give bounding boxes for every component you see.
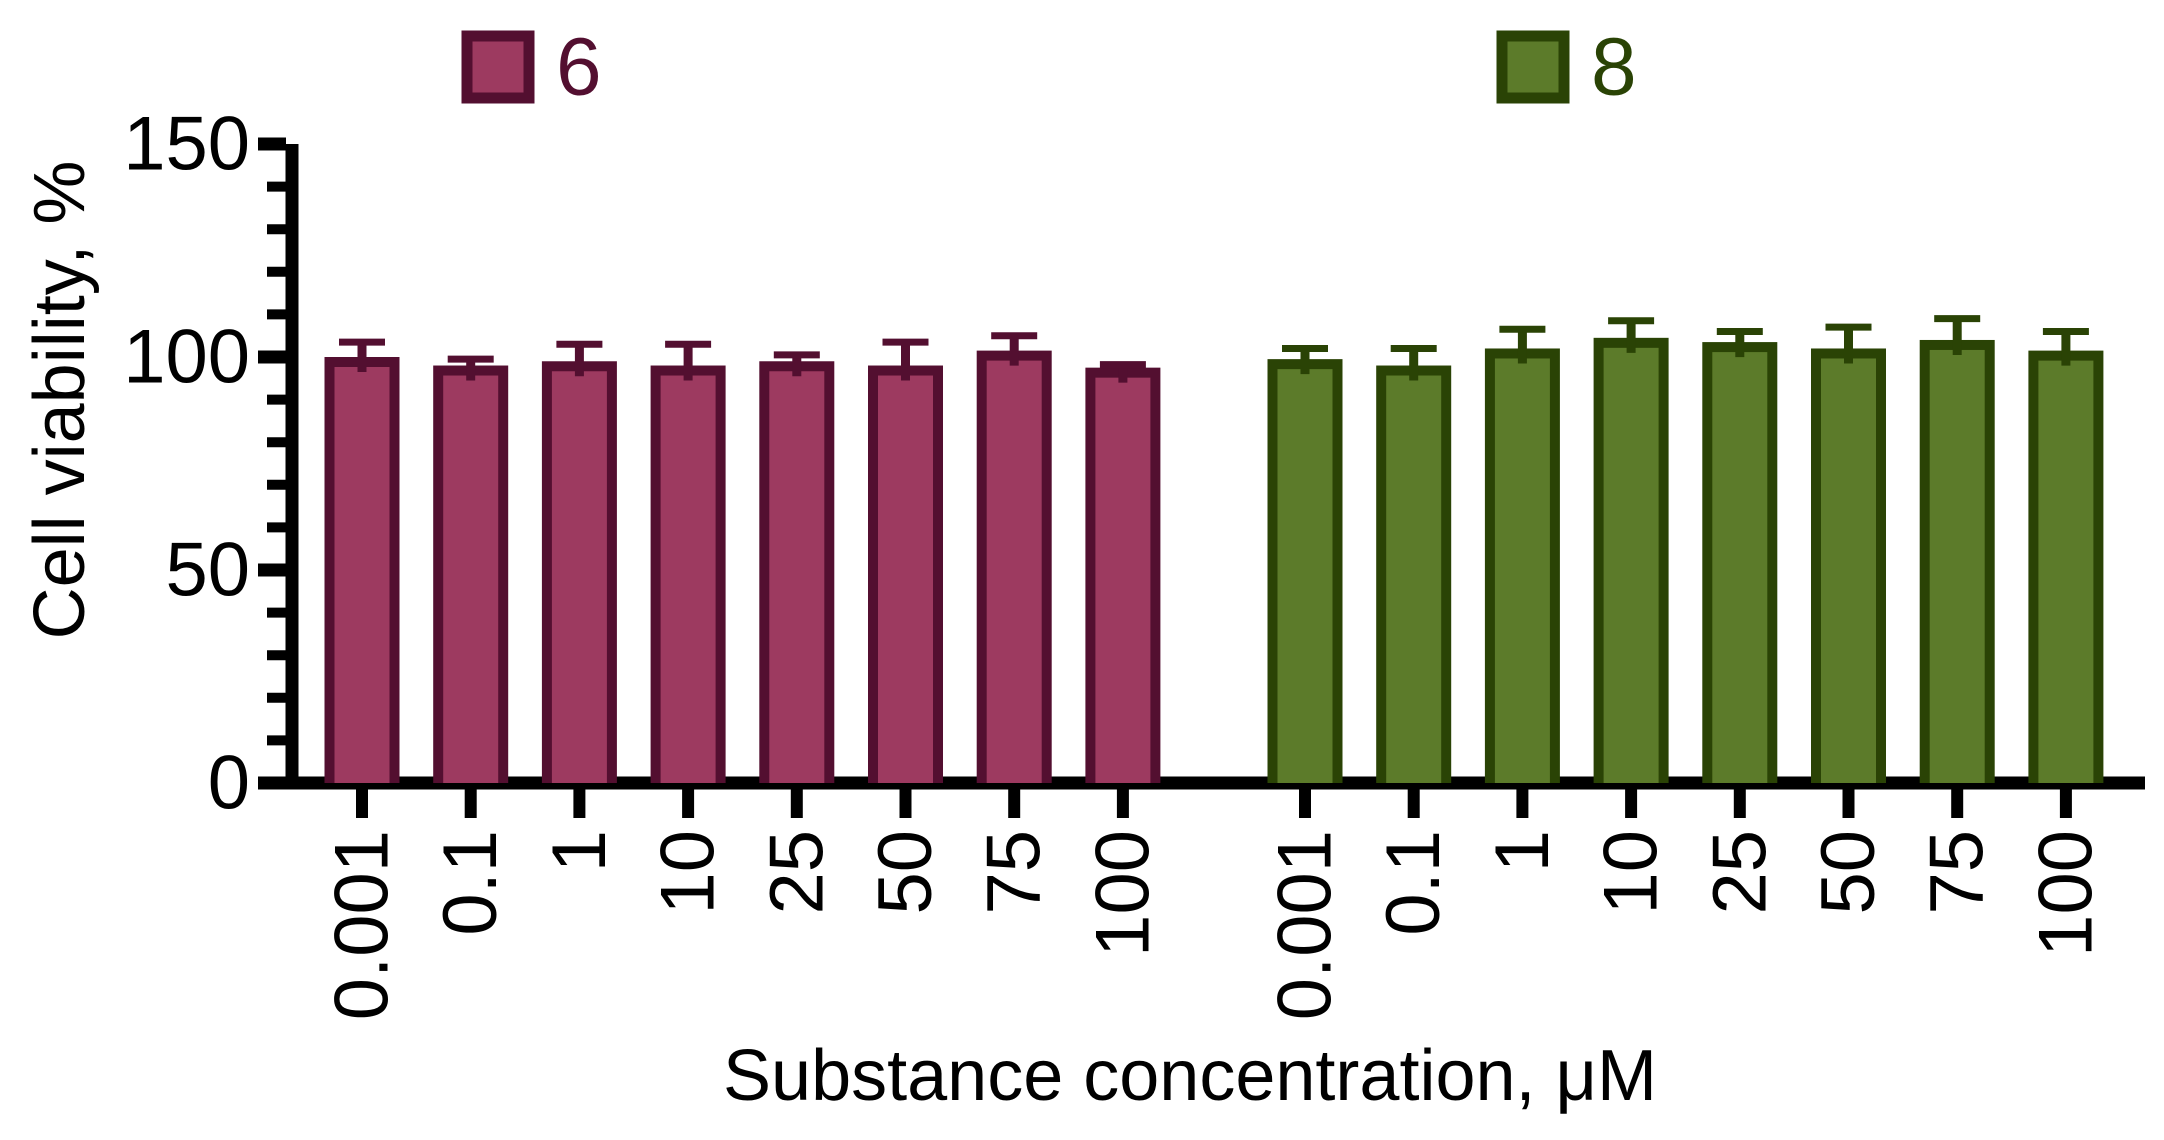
x-tick-label: 0.1 — [1371, 830, 1456, 936]
legend-swatch-series-2 — [1496, 30, 1570, 104]
bar-fill-8-75 — [1929, 349, 1985, 783]
legend-label-series-1: 6 — [556, 22, 602, 113]
x-tick-label: 0.001 — [1263, 830, 1348, 1020]
bar-fill-6-0.1 — [443, 375, 499, 783]
y-tick-label: 100 — [123, 315, 250, 400]
x-tick-label: 0.001 — [320, 830, 405, 1020]
bar-fill-8-1 — [1494, 358, 1550, 783]
x-tick-label: 25 — [1697, 830, 1782, 915]
x-tick-label: 0.1 — [428, 830, 513, 936]
plot-area: 0 50 100 150 0.001 0.1 1 10 25 50 75 100 0.001 0.1 1 10… — [123, 102, 2145, 1020]
bar-fill-6-100 — [1095, 377, 1151, 783]
y-tick-label: 150 — [123, 102, 250, 187]
x-tick-label: 1 — [537, 830, 622, 872]
bar-fill-8-100 — [2038, 360, 2094, 783]
legend-label-series-2: 8 — [1591, 22, 1637, 113]
x-tick-label: 75 — [972, 830, 1057, 915]
bar-fill-6-10 — [660, 375, 716, 783]
bar-fill-8-25 — [1712, 352, 1768, 783]
y-tick-label: 50 — [165, 528, 250, 613]
x-tick-label: 75 — [1915, 830, 2000, 915]
bar-fill-6-1 — [551, 371, 607, 783]
x-axis-title: Substance concentration, μM — [723, 1036, 1657, 1116]
bar-fill-6-0.001 — [334, 367, 390, 783]
x-tick-label: 100 — [1080, 830, 1165, 957]
bar-fill-8-10 — [1603, 347, 1659, 783]
legend-swatch-series-1 — [461, 30, 535, 104]
x-tick-label: 10 — [646, 830, 731, 915]
legend: 6 8 — [461, 22, 1637, 113]
y-tick-label: 0 — [208, 741, 250, 826]
bar-fill-6-25 — [769, 371, 825, 783]
bar-fill-8-0.001 — [1277, 369, 1333, 783]
bar-fill-8-0.1 — [1386, 375, 1442, 783]
bar-fill-6-75 — [986, 360, 1042, 783]
y-axis-title: Cell viability, % — [20, 161, 100, 640]
bar-fill-8-50 — [1821, 358, 1876, 783]
x-tick-label: 25 — [754, 830, 839, 915]
x-tick-label: 100 — [2023, 830, 2108, 957]
x-tick-label: 50 — [1806, 830, 1891, 915]
x-tick-label: 50 — [863, 830, 948, 915]
x-tick-label: 10 — [1589, 830, 1674, 915]
x-tick-label: 1 — [1480, 830, 1565, 872]
bar-fill-6-50 — [878, 375, 933, 783]
